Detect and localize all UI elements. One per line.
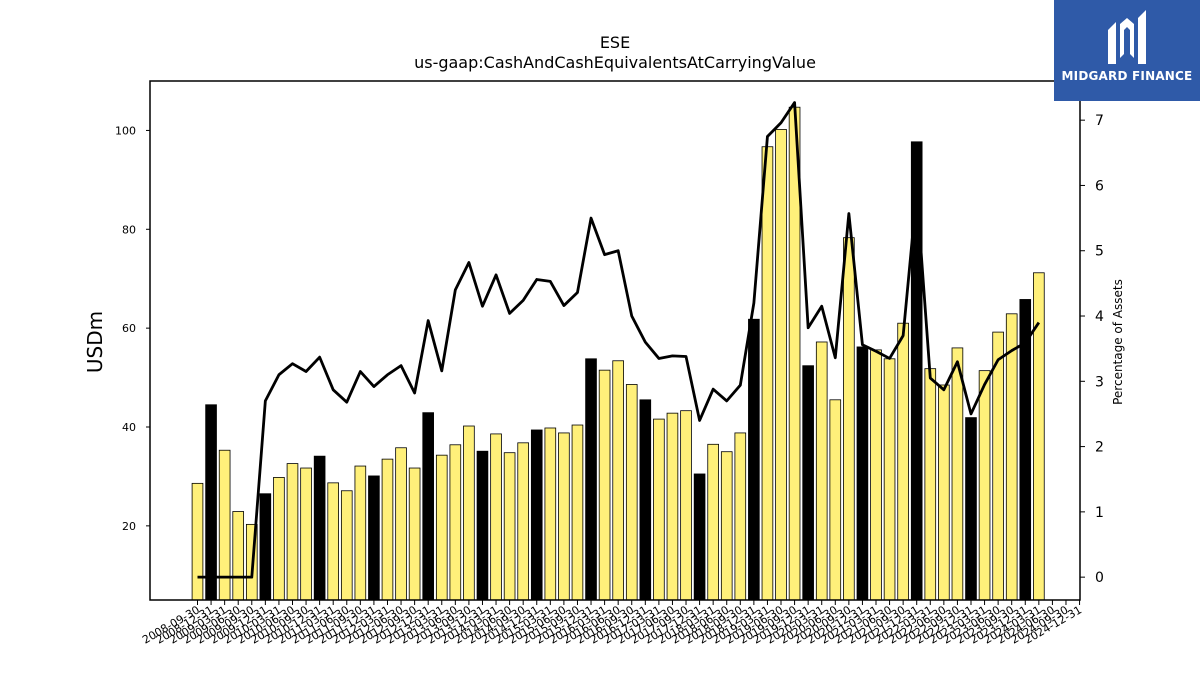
bar-2017-12-31 [693,473,706,601]
plot-frame [149,80,1081,601]
bar-2010-06-30 [286,463,299,601]
bar-2021-03-31 [870,349,882,601]
bar-2023-09-30 [1005,313,1018,601]
y2-tick-label: 0 [1095,570,1104,586]
chart-title: ESE [600,33,630,52]
bar-2009-06-30 [232,511,245,601]
bar-2012-06-30 [395,447,407,601]
bar-2020-09-30 [843,237,855,601]
bar-2013-03-31 [435,454,448,601]
bar-2017-09-30 [680,410,692,601]
bar-2012-09-30 [408,467,421,601]
percentage-of-assets-line [197,101,1041,579]
x-axis-ticks: 2008-09-302008-12-312009-03-312009-06-30… [140,600,1084,647]
bar-2014-06-30 [503,452,516,601]
brand-logo: MIDGARD FINANCE [1054,0,1200,101]
midgard-logo-icon [1108,10,1146,64]
bar-2023-06-30 [992,331,1004,601]
bar-2022-09-30 [951,347,964,601]
bar-2018-03-31 [707,443,719,601]
y2-tick-label: 5 [1095,244,1104,260]
bar-2010-12-31 [313,455,326,601]
bar-2013-06-30 [449,444,462,601]
bar-2018-06-30 [720,451,733,601]
bar-2014-09-30 [517,442,529,601]
bar-2008-09-30 [191,482,204,601]
bar-2016-06-30 [612,360,624,601]
bar-2015-09-30 [571,424,584,601]
bar-2017-06-30 [666,412,679,601]
y-tick-label: 80 [122,223,136,236]
bar-2016-03-31 [598,369,611,601]
y2-tick-label: 3 [1095,374,1104,390]
chart-subtitle: us-gaap:CashAndCashEquivalentsAtCarrying… [414,53,816,72]
bar-2018-12-31 [748,318,760,601]
bar-2020-03-31 [815,341,828,601]
bar-2011-12-31 [368,475,380,601]
y2-tick-label: 1 [1095,505,1104,521]
y-axis-label: USDm [83,311,107,373]
bar-2024-03-31 [1033,272,1045,601]
bar-2008-12-31 [205,404,217,601]
brand-name: MIDGARD FINANCE [1061,69,1193,83]
bar-2014-12-31 [530,429,543,601]
left-axis-ticks: 20 40 60 80 100 [115,124,150,533]
bar-2022-03-31 [924,368,937,601]
bar-2010-09-30 [300,467,312,601]
bar-2012-03-31 [381,458,394,601]
bar-2010-03-31 [273,477,285,601]
y2-tick-label: 7 [1095,113,1104,129]
bar-2011-06-30 [340,490,353,601]
y2-axis-label: Percentage of Assets [1111,279,1125,405]
bar-2011-03-31 [327,482,339,601]
y2-tick-label: 4 [1095,309,1104,325]
percentage-line-layer [197,101,1041,579]
bar-2016-12-31 [639,399,652,601]
bar-2019-06-30 [775,129,787,601]
bar-2011-09-30 [354,465,367,601]
bar-2015-06-30 [558,432,570,601]
bar-2018-09-30 [734,432,747,601]
bar-2021-09-30 [897,322,909,601]
bar-2016-09-30 [625,384,638,601]
bar-2017-03-31 [653,418,665,601]
y2-tick-label: 2 [1095,440,1104,456]
bar-2021-06-30 [883,358,896,601]
bar-2013-12-31 [476,450,489,601]
bar-2012-12-31 [422,412,434,601]
bars [191,106,1045,601]
bar-2014-03-31 [490,433,502,601]
bar-2019-03-31 [761,146,774,601]
right-axis-ticks: 0 1 2 3 4 5 6 7 [1080,113,1104,586]
bar-2022-12-31 [965,417,977,601]
bar-2019-12-31 [802,365,814,601]
bar-2020-06-30 [829,399,842,601]
bar-2020-12-31 [856,346,869,601]
y-tick-label: 100 [115,124,136,137]
bar-2009-12-31 [259,493,272,601]
bar-2023-03-31 [978,370,991,601]
bar-2015-12-31 [585,358,597,601]
y2-tick-label: 6 [1095,178,1104,194]
y-tick-label: 20 [122,520,136,533]
bar-2015-03-31 [544,427,557,601]
bar-2013-09-30 [463,425,475,601]
y-tick-label: 60 [122,322,136,335]
y-tick-label: 40 [122,421,136,434]
bar-2022-06-30 [938,384,950,601]
